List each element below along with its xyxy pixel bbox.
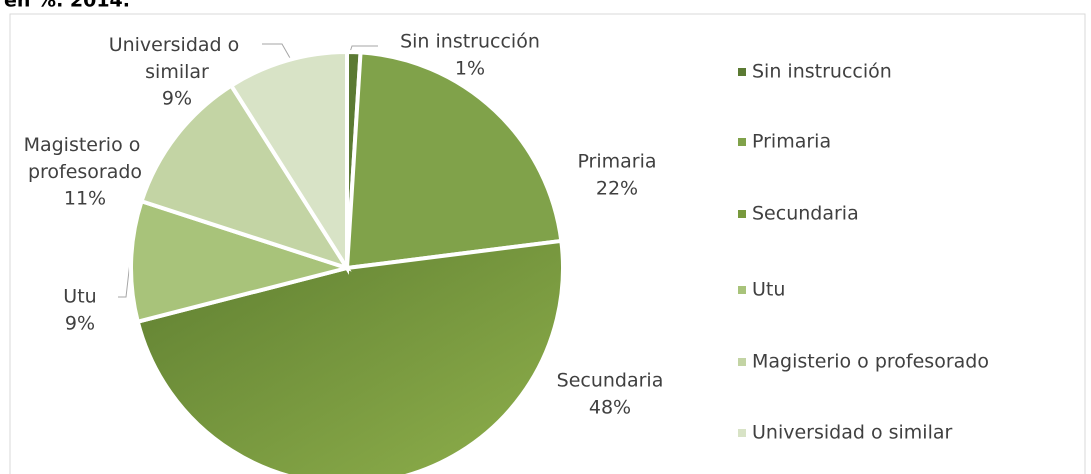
data-label-value: 9% [162,88,192,110]
legend-marker [738,210,746,218]
pie-slice [228,49,349,275]
legend-label: Secundaria [752,203,859,225]
data-label-value: 9% [65,313,95,335]
data-label-name: Universidad o similar [109,34,246,83]
data-label-value: 22% [596,178,638,200]
legend-label: Magisterio o profesorado [752,351,989,373]
leader-line [349,45,378,53]
legend-marker [738,138,746,146]
data-label-value: 48% [589,397,631,419]
legend-label: Primaria [752,131,831,153]
legend-marker [738,68,746,76]
chart-title: en %. 2014. [4,0,130,12]
data-label-name: Magisterio o profesorado [24,134,147,183]
pie-slice [344,50,564,271]
data-label-value: 11% [64,188,106,210]
legend-label: Sin instrucción [752,61,892,83]
data-label-name: Primaria [577,151,656,173]
legend-marker [738,358,746,366]
leader-line [118,261,131,298]
pie-slice [135,238,565,474]
legend-marker [738,286,746,294]
data-label-name: Utu [63,286,96,308]
pie-slice [129,198,355,325]
legend-label: Universidad o similar [752,422,953,444]
data-label-name: Secundaria [557,370,664,392]
leader-line [262,43,291,59]
leader-lines [118,43,378,298]
legend-label: Utu [752,279,785,301]
legend-marker [738,429,746,437]
data-label-name: Sin instrucción [400,31,540,53]
pie-slice [139,82,352,272]
data-label-value: 1% [455,58,485,80]
